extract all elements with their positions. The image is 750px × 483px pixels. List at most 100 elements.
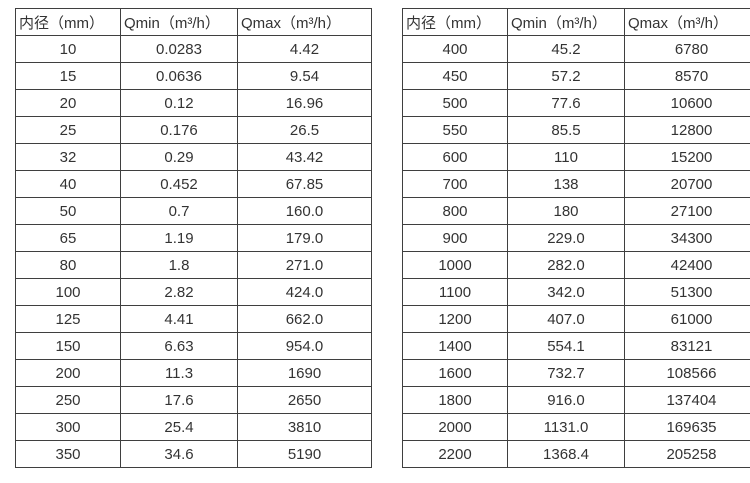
table-cell: 34.6 xyxy=(120,440,238,468)
flow-spec-table-large-diameters: 内径（mm） Qmin（m³/h） Qmax（m³/h） 400 45.2 6780 450… xyxy=(402,8,750,468)
table-row: 1400 554.1 83121 xyxy=(402,332,750,360)
table-row: 125 4.41 662.0 xyxy=(15,305,372,333)
table-cell: 350 xyxy=(15,440,121,468)
table-cell: 0.12 xyxy=(120,89,238,117)
table-cell: 57.2 xyxy=(507,62,625,90)
table-cell: 954.0 xyxy=(237,332,372,360)
table-cell: 20 xyxy=(15,89,121,117)
table-row: 32 0.29 43.42 xyxy=(15,143,372,171)
table-cell: 169635 xyxy=(624,413,750,441)
table-row: 700 138 20700 xyxy=(402,170,750,198)
table-cell: 700 xyxy=(402,170,508,198)
table-cell: 9.54 xyxy=(237,62,372,90)
table-cell: 1100 xyxy=(402,278,508,306)
table-row: 40 0.452 67.85 xyxy=(15,170,372,198)
table-cell: 1200 xyxy=(402,305,508,333)
table-cell: 4.42 xyxy=(237,35,372,63)
table-cell: 0.29 xyxy=(120,143,238,171)
table-cell: 25.4 xyxy=(120,413,238,441)
table-cell: 61000 xyxy=(624,305,750,333)
column-header: Qmax（m³/h） xyxy=(624,8,750,36)
table-cell: 1131.0 xyxy=(507,413,625,441)
table-cell: 1800 xyxy=(402,386,508,414)
header-row: 内径（mm） Qmin（m³/h） Qmax（m³/h） xyxy=(15,8,372,36)
table-cell: 2650 xyxy=(237,386,372,414)
table-cell: 10600 xyxy=(624,89,750,117)
table-cell: 83121 xyxy=(624,332,750,360)
table-cell: 77.6 xyxy=(507,89,625,117)
table-cell: 34300 xyxy=(624,224,750,252)
table-cell: 916.0 xyxy=(507,386,625,414)
table-cell: 20700 xyxy=(624,170,750,198)
table-cell: 32 xyxy=(15,143,121,171)
table-row: 250 17.6 2650 xyxy=(15,386,372,414)
table-cell: 282.0 xyxy=(507,251,625,279)
table-row: 20 0.12 16.96 xyxy=(15,89,372,117)
header-row: 内径（mm） Qmin（m³/h） Qmax（m³/h） xyxy=(402,8,750,36)
table-row: 2200 1368.4 205258 xyxy=(402,440,750,468)
table-cell: 17.6 xyxy=(120,386,238,414)
table-cell: 400 xyxy=(402,35,508,63)
table-cell: 51300 xyxy=(624,278,750,306)
table-cell: 300 xyxy=(15,413,121,441)
table-cell: 15200 xyxy=(624,143,750,171)
table-cell: 4.41 xyxy=(120,305,238,333)
column-header: Qmax（m³/h） xyxy=(237,8,372,36)
table-cell: 1690 xyxy=(237,359,372,387)
column-header: Qmin（m³/h） xyxy=(507,8,625,36)
table-cell: 0.176 xyxy=(120,116,238,144)
table-cell: 108566 xyxy=(624,359,750,387)
table-row: 1600 732.7 108566 xyxy=(402,359,750,387)
table-cell: 65 xyxy=(15,224,121,252)
table-row: 1100 342.0 51300 xyxy=(402,278,750,306)
table-row: 800 180 27100 xyxy=(402,197,750,225)
table-cell: 110 xyxy=(507,143,625,171)
table-row: 150 6.63 954.0 xyxy=(15,332,372,360)
table-cell: 26.5 xyxy=(237,116,372,144)
table-cell: 600 xyxy=(402,143,508,171)
table-cell: 900 xyxy=(402,224,508,252)
table-row: 80 1.8 271.0 xyxy=(15,251,372,279)
table-row: 15 0.0636 9.54 xyxy=(15,62,372,90)
table-cell: 424.0 xyxy=(237,278,372,306)
table-cell: 662.0 xyxy=(237,305,372,333)
table-cell: 2200 xyxy=(402,440,508,468)
table-row: 2000 1131.0 169635 xyxy=(402,413,750,441)
table-cell: 50 xyxy=(15,197,121,225)
table-row: 500 77.6 10600 xyxy=(402,89,750,117)
table-row: 550 85.5 12800 xyxy=(402,116,750,144)
table-cell: 0.452 xyxy=(120,170,238,198)
table-cell: 450 xyxy=(402,62,508,90)
table-cell: 407.0 xyxy=(507,305,625,333)
table-row: 65 1.19 179.0 xyxy=(15,224,372,252)
table-cell: 80 xyxy=(15,251,121,279)
table-row: 450 57.2 8570 xyxy=(402,62,750,90)
table-row: 350 34.6 5190 xyxy=(15,440,372,468)
table-cell: 1000 xyxy=(402,251,508,279)
table-cell: 342.0 xyxy=(507,278,625,306)
table-cell: 3810 xyxy=(237,413,372,441)
table-row: 1200 407.0 61000 xyxy=(402,305,750,333)
column-header: 内径（mm） xyxy=(402,8,508,36)
table-cell: 5190 xyxy=(237,440,372,468)
table-row: 900 229.0 34300 xyxy=(402,224,750,252)
column-header: 内径（mm） xyxy=(15,8,121,36)
table-cell: 67.85 xyxy=(237,170,372,198)
table-cell: 550 xyxy=(402,116,508,144)
table-row: 50 0.7 160.0 xyxy=(15,197,372,225)
table-cell: 1600 xyxy=(402,359,508,387)
table-row: 1800 916.0 137404 xyxy=(402,386,750,414)
table-row: 300 25.4 3810 xyxy=(15,413,372,441)
table-cell: 0.0636 xyxy=(120,62,238,90)
table-cell: 160.0 xyxy=(237,197,372,225)
table-row: 100 2.82 424.0 xyxy=(15,278,372,306)
table-cell: 10 xyxy=(15,35,121,63)
table-cell: 2000 xyxy=(402,413,508,441)
table-cell: 1.8 xyxy=(120,251,238,279)
table-row: 10 0.0283 4.42 xyxy=(15,35,372,63)
table-cell: 271.0 xyxy=(237,251,372,279)
table-cell: 732.7 xyxy=(507,359,625,387)
table-cell: 500 xyxy=(402,89,508,117)
table-row: 1000 282.0 42400 xyxy=(402,251,750,279)
